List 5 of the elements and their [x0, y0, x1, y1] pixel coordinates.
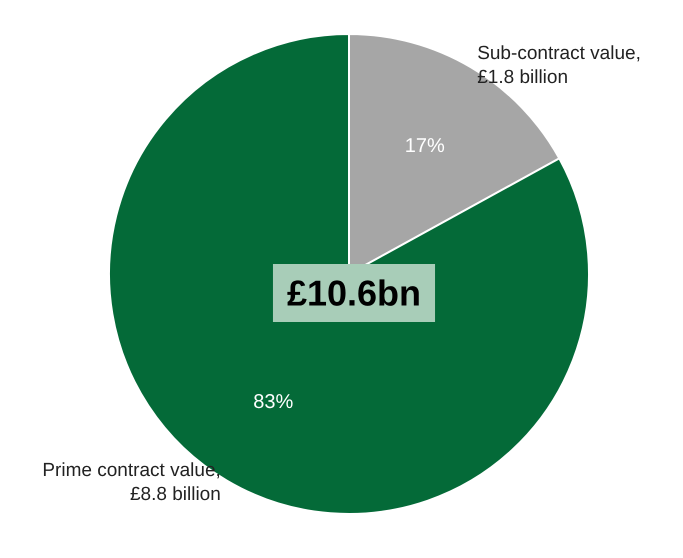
text: £10.6bn — [286, 272, 422, 314]
data-label: 83% — [253, 391, 294, 414]
slice-label: Prime contract value, £8.8 billion — [42, 460, 221, 505]
slice-label: Sub-contract value, £1.8 billion — [477, 43, 641, 88]
data-label: 17% — [404, 134, 445, 157]
